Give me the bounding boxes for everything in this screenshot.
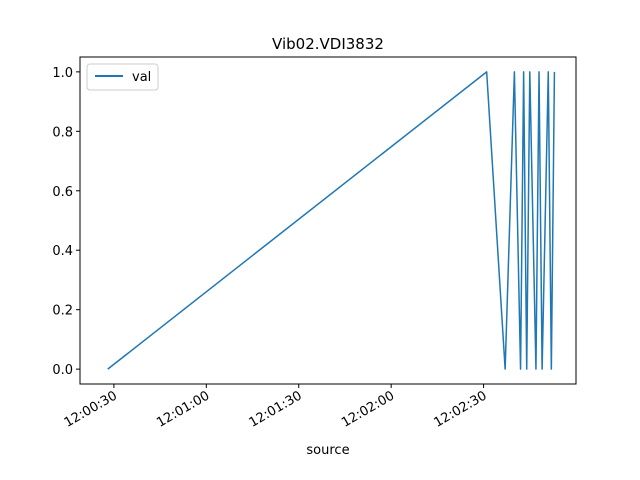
y-tick-label: 1.0 bbox=[52, 66, 73, 81]
y-tick-label: 0.2 bbox=[52, 304, 73, 319]
legend-label: val bbox=[132, 70, 151, 85]
y-tick-label: 0.4 bbox=[52, 244, 73, 259]
plot-frame bbox=[79, 56, 577, 385]
legend: val bbox=[86, 63, 159, 91]
series-line-val bbox=[107, 71, 556, 370]
x-tick-label: 12:02:30 bbox=[432, 388, 490, 430]
chart-title: Vib02.VDI3832 bbox=[272, 35, 384, 53]
x-axis: 12:00:30 12:01:00 12:01:30 12:02:00 12:02:30 bbox=[62, 384, 490, 431]
y-axis: 0.0 0.2 0.4 0.6 0.8 1.0 bbox=[52, 66, 80, 378]
x-tick-label: 12:01:30 bbox=[247, 388, 305, 430]
x-tick-label: 12:01:00 bbox=[154, 388, 212, 430]
y-tick-label: 0.0 bbox=[52, 363, 73, 378]
y-tick-label: 0.6 bbox=[52, 185, 73, 200]
x-axis-label: source bbox=[306, 443, 349, 458]
y-tick-label: 0.8 bbox=[52, 125, 73, 140]
plot-area bbox=[107, 71, 556, 370]
x-tick-label: 12:00:30 bbox=[62, 388, 120, 430]
x-tick-label: 12:02:00 bbox=[339, 388, 397, 430]
